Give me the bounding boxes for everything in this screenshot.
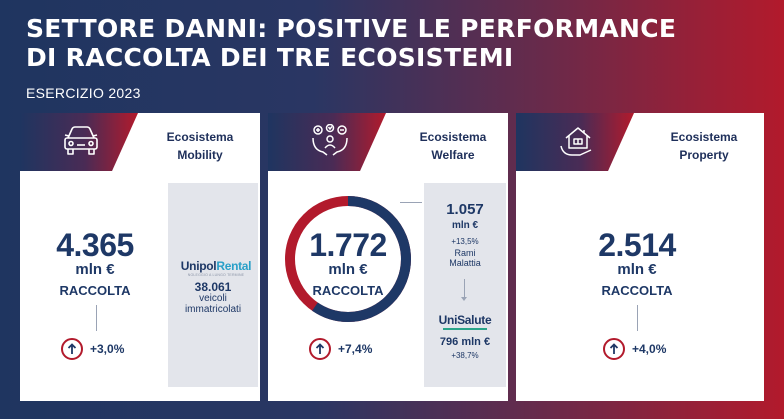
rami-malattia-label: Rami Malattia bbox=[424, 248, 506, 268]
card-property: Ecosistema Property 2.514 mln € RACCOLTA… bbox=[516, 113, 764, 401]
vehicle-count-caption: veicoli immatricolati bbox=[168, 293, 258, 315]
raccolta-unit: mln € bbox=[328, 261, 368, 278]
raccolta-label: RACCOLTA bbox=[59, 283, 131, 298]
unisalute-value: 796 mln € bbox=[439, 336, 491, 348]
card-mobility: Ecosistema Mobility 4.365 mln € RACCOLTA… bbox=[20, 113, 260, 401]
growth-arrow-icon bbox=[309, 338, 331, 360]
house-icon bbox=[560, 127, 592, 156]
page-subtitle: ESERCIZIO 2023 bbox=[26, 85, 141, 101]
caption-line-2: immatricolati bbox=[184, 304, 242, 315]
ecosystem-name-line-1: Ecosistema bbox=[166, 130, 234, 144]
car-icon bbox=[64, 126, 98, 155]
ecosystem-name: Ecosistema Property bbox=[654, 128, 754, 164]
ecosystem-name-line-1: Ecosistema bbox=[670, 130, 738, 144]
divider-line bbox=[96, 305, 97, 331]
raccolta-value: 1.772 bbox=[309, 227, 387, 263]
unisalute-logo-text: UniSalute bbox=[438, 313, 492, 327]
divider-line bbox=[637, 305, 638, 331]
ring-segment-rami-malattia bbox=[285, 196, 411, 322]
rami-malattia-growth: +13,5% bbox=[451, 237, 479, 246]
raccolta-unit: mln € bbox=[75, 261, 115, 278]
card-tab bbox=[20, 113, 138, 171]
caption-line-1: veicoli bbox=[199, 293, 227, 304]
logo-part-2: Rental bbox=[216, 259, 252, 273]
page-title: SETTORE DANNI: POSITIVE LE PERFORMANCE D… bbox=[26, 14, 676, 72]
card-tab bbox=[516, 113, 634, 171]
side-panel: UnipolRental NOLEGGIO A LUNGO TERMINE 38… bbox=[168, 183, 258, 387]
title-line-2: DI RACCOLTA DEI TRE ECOSISTEMI bbox=[26, 43, 514, 72]
down-arrow-icon bbox=[461, 297, 467, 301]
connector-line bbox=[400, 202, 422, 203]
raccolta-label: RACCOLTA bbox=[312, 283, 384, 298]
growth-arrow-icon bbox=[61, 338, 83, 360]
label-line-2: Malattia bbox=[449, 258, 481, 268]
unisalute-logo: UniSalute bbox=[424, 313, 506, 330]
ecosystem-name: Ecosistema Welfare bbox=[408, 128, 498, 164]
ecosystem-name-line-2: Mobility bbox=[177, 148, 223, 162]
raccolta-value: 4.365 bbox=[56, 227, 134, 263]
unipolrental-logo: UnipolRental NOLEGGIO A LUNGO TERMINE bbox=[176, 259, 256, 277]
logo-part-1: Unipol bbox=[180, 259, 217, 273]
rami-malattia-value: 1.057 bbox=[446, 201, 484, 218]
down-arrow-line bbox=[464, 279, 465, 299]
label-line-1: Rami bbox=[454, 248, 476, 258]
welfare-icon bbox=[312, 124, 348, 156]
growth-value: +7,4% bbox=[338, 342, 373, 356]
raccolta-label: RACCOLTA bbox=[601, 283, 673, 298]
side-panel: 1.057 mln € +13,5% Rami Malattia UniSalu… bbox=[424, 183, 506, 387]
raccolta-unit: mln € bbox=[617, 261, 657, 278]
card-welfare: Ecosistema Welfare 1.772 mln € RACCOLTA … bbox=[268, 113, 508, 401]
growth-value: +4,0% bbox=[632, 342, 667, 356]
raccolta-ring-chart bbox=[285, 196, 411, 322]
growth-arrow-icon bbox=[603, 338, 625, 360]
growth-value: +3,0% bbox=[90, 342, 125, 356]
vehicle-count: 38.061 bbox=[194, 280, 232, 294]
logo-tagline: NOLEGGIO A LUNGO TERMINE bbox=[187, 273, 245, 277]
ecosystem-name-line-2: Welfare bbox=[431, 148, 475, 162]
card-tab bbox=[268, 113, 386, 171]
rami-malattia-unit: mln € bbox=[451, 220, 479, 231]
ecosystem-name-line-2: Property bbox=[679, 148, 729, 162]
logo-underline bbox=[443, 328, 487, 330]
raccolta-value: 2.514 bbox=[598, 227, 676, 263]
ecosystem-name: Ecosistema Mobility bbox=[150, 128, 250, 164]
unisalute-growth: +38,7% bbox=[451, 351, 479, 360]
ecosystem-name-line-1: Ecosistema bbox=[419, 130, 487, 144]
title-line-1: SETTORE DANNI: POSITIVE LE PERFORMANCE bbox=[26, 14, 677, 43]
